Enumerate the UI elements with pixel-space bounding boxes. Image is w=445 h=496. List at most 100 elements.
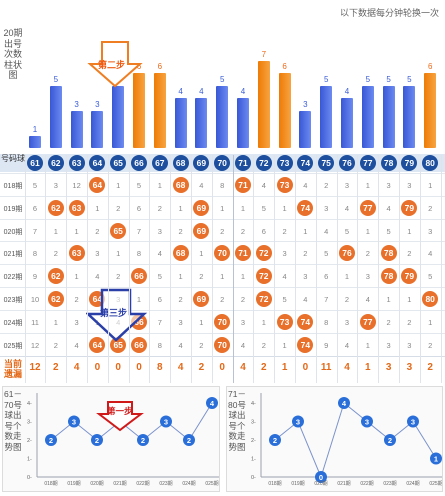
miss-count-cell: 4 xyxy=(178,340,183,350)
miss-count-cell: 1 xyxy=(282,203,287,213)
bar-72 xyxy=(257,60,270,148)
hit-ball-66: 66 xyxy=(131,268,147,285)
miss-count-cell: 5 xyxy=(157,272,162,282)
hit-ball-69: 69 xyxy=(193,222,210,239)
miss-count-cell: 5 xyxy=(386,226,391,236)
miss-count-cell: 3 xyxy=(407,340,412,350)
column-divider xyxy=(66,155,68,383)
miss-count-cell: 2 xyxy=(220,295,225,304)
number-ball-75: 75 xyxy=(318,155,335,171)
step1-arrow: 第一步 xyxy=(96,400,144,437)
miss-count-cell: 4 xyxy=(324,226,329,236)
hit-ball-69: 69 xyxy=(193,291,210,307)
x-tick-label: 019期 xyxy=(67,481,80,487)
y-tick-label: 2- xyxy=(251,438,256,444)
hit-ball-70: 70 xyxy=(214,336,231,353)
number-ball-62: 62 xyxy=(47,155,64,171)
column-divider xyxy=(315,155,317,383)
miss-count-cell: 3 xyxy=(344,317,350,327)
miss-count-cell: 2 xyxy=(240,226,246,236)
miss-count-cell: 5 xyxy=(344,226,350,236)
y-tick-label: 0- xyxy=(251,475,256,481)
down-arrow-icon xyxy=(96,401,144,432)
column-divider xyxy=(87,155,88,383)
column-divider xyxy=(149,155,151,383)
period-label: 021期 xyxy=(3,251,23,259)
miss-count-cell: 4 xyxy=(428,249,433,259)
miss-count-cell: 3 xyxy=(324,203,329,213)
bar-value-label: 3 xyxy=(95,99,100,109)
column-divider xyxy=(128,155,130,383)
miss-count-cell: 1 xyxy=(282,340,287,350)
left-trend-panel: 61－70号球出号个数走势图 4-3-2-1-0-23232324018期019… xyxy=(2,386,220,492)
miss-row: 当前遗漏 xyxy=(0,356,445,382)
number-ball-63: 63 xyxy=(68,155,85,171)
hit-ball-70: 70 xyxy=(214,313,231,330)
number-ball-69: 69 xyxy=(193,155,210,171)
current-miss-value: 11 xyxy=(320,362,332,373)
miss-count-cell: 1 xyxy=(53,226,58,236)
trend-point xyxy=(361,415,373,428)
column-divider xyxy=(399,155,400,383)
column-divider xyxy=(253,155,255,383)
row-divider xyxy=(0,309,445,311)
miss-count-cell: 2 xyxy=(428,203,433,213)
column-divider xyxy=(211,155,213,383)
hit-ball-76: 76 xyxy=(339,245,355,262)
miss-count-cell: 1 xyxy=(240,203,246,213)
bar-62 xyxy=(49,85,62,148)
miss-count-cell: 4 xyxy=(344,203,350,213)
miss-count-cell: 1 xyxy=(178,272,183,282)
current-miss-value: 3 xyxy=(406,362,413,373)
miss-count-cell: 4 xyxy=(303,181,308,190)
row-divider xyxy=(0,218,445,220)
bar-69 xyxy=(195,98,208,148)
miss-count-cell: 1 xyxy=(199,249,204,259)
miss-count-cell: 2 xyxy=(282,226,287,236)
number-ball-61: 61 xyxy=(27,155,43,171)
miss-count-cell: 3 xyxy=(428,226,433,236)
miss-count-cell: 2 xyxy=(116,203,121,213)
trend-point xyxy=(384,434,396,446)
miss-count-cell: 1 xyxy=(53,317,58,327)
number-ball-67: 67 xyxy=(151,155,168,171)
number-ball-79: 79 xyxy=(401,155,418,171)
hit-ball-77: 77 xyxy=(359,199,376,216)
hit-ball-63: 63 xyxy=(68,199,85,216)
x-tick-label: 024期 xyxy=(406,481,419,487)
miss-count-cell: 1 xyxy=(240,272,246,282)
refresh-note: 以下数据每分钟轮换一次 xyxy=(339,8,439,18)
row-divider xyxy=(0,241,445,243)
miss-count-cell: 9 xyxy=(32,272,38,282)
miss-count-cell: 1 xyxy=(261,317,266,327)
hit-ball-78: 78 xyxy=(380,268,397,285)
trend-point-value: 0 xyxy=(319,473,323,482)
miss-count-cell: 2 xyxy=(178,226,183,236)
trend-point-value: 3 xyxy=(72,418,76,427)
miss-count-cell: 6 xyxy=(157,295,162,304)
miss-count-cell: 3 xyxy=(282,249,287,259)
miss-count-cell: 3 xyxy=(386,340,391,350)
hit-ball-79: 79 xyxy=(401,268,418,285)
current-miss-value: 0 xyxy=(302,362,309,373)
current-miss-value: 2 xyxy=(198,362,205,373)
miss-count-cell: 2 xyxy=(324,181,329,190)
miss-count-cell: 1 xyxy=(116,249,121,259)
miss-count-cell: 3 xyxy=(365,272,370,282)
miss-count-cell: 2 xyxy=(240,295,246,304)
trend-point xyxy=(137,434,149,446)
miss-count-cell: 2 xyxy=(53,249,58,259)
miss-count-cell: 1 xyxy=(365,340,370,350)
hit-ball-71: 71 xyxy=(235,177,251,193)
hit-ball-66: 66 xyxy=(131,336,147,353)
trend-point-value: 2 xyxy=(141,436,145,445)
miss-count-cell: 4 xyxy=(344,340,350,350)
number-ball-71: 71 xyxy=(235,155,251,171)
current-miss-value: 0 xyxy=(136,362,142,373)
bar-value-label: 4 xyxy=(178,87,183,96)
miss-count-cell: 2 xyxy=(199,272,204,282)
trend-point xyxy=(315,471,327,483)
x-tick-label: 018期 xyxy=(44,481,57,487)
hit-ball-77: 77 xyxy=(359,313,376,330)
